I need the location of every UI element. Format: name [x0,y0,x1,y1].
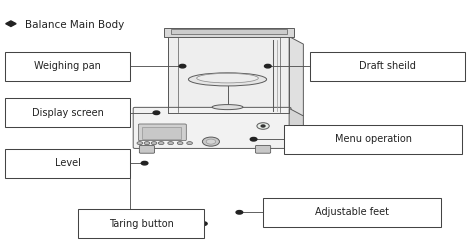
Circle shape [261,125,265,127]
FancyBboxPatch shape [139,145,155,153]
Text: Taring button: Taring button [109,219,173,229]
FancyBboxPatch shape [5,52,130,81]
Circle shape [250,138,257,141]
FancyBboxPatch shape [138,124,186,141]
Text: Draft sheild: Draft sheild [359,61,416,71]
FancyBboxPatch shape [133,107,291,148]
Polygon shape [289,37,303,116]
Circle shape [151,142,157,145]
Circle shape [206,139,216,144]
Circle shape [201,222,207,225]
Ellipse shape [188,73,266,86]
Circle shape [187,142,192,145]
FancyBboxPatch shape [142,127,181,139]
Circle shape [202,137,219,146]
Text: Display screen: Display screen [32,108,103,118]
Circle shape [141,162,148,165]
Text: Level: Level [55,158,81,168]
FancyBboxPatch shape [164,28,294,37]
Circle shape [264,64,271,68]
Circle shape [168,142,173,145]
FancyBboxPatch shape [171,29,287,34]
Circle shape [158,142,164,145]
Text: Adjustable feet: Adjustable feet [315,207,389,217]
FancyBboxPatch shape [255,145,271,153]
Ellipse shape [212,105,243,110]
Text: Balance Main Body: Balance Main Body [25,20,124,30]
Text: Weighing pan: Weighing pan [34,61,101,71]
Polygon shape [6,21,16,26]
FancyBboxPatch shape [5,98,130,127]
Circle shape [179,64,186,68]
Circle shape [177,142,183,145]
Ellipse shape [197,73,258,83]
Circle shape [137,142,143,145]
Circle shape [153,111,160,115]
Polygon shape [289,108,303,152]
Circle shape [257,123,269,129]
FancyBboxPatch shape [168,29,289,113]
FancyBboxPatch shape [5,149,130,178]
FancyBboxPatch shape [310,52,465,81]
FancyBboxPatch shape [78,209,204,238]
FancyBboxPatch shape [284,125,462,154]
Circle shape [236,210,243,214]
FancyBboxPatch shape [263,198,441,227]
Text: Menu operation: Menu operation [335,134,412,144]
Circle shape [144,142,150,145]
